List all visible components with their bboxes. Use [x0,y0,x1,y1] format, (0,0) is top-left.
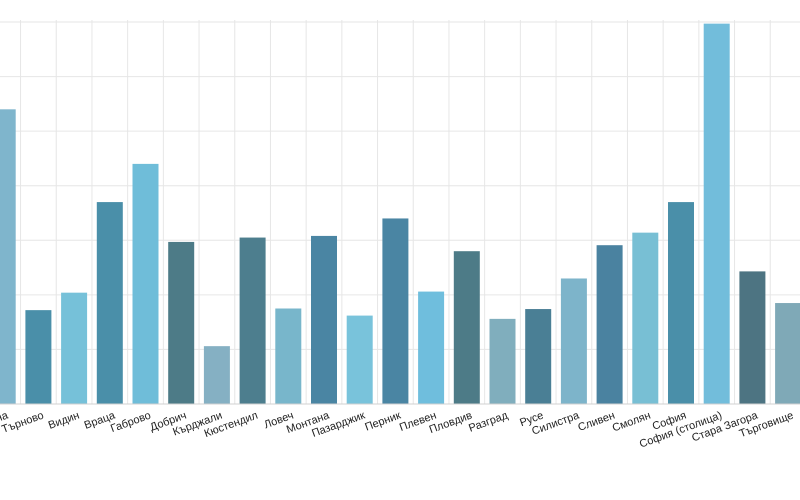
bar [132,163,159,404]
x-tick-label: Смолян [611,410,653,435]
bar [632,232,659,404]
bar [168,241,195,404]
bar [96,202,123,404]
x-tick-label: Разград [467,409,510,434]
bar [382,218,409,404]
bar [596,245,623,404]
bar [275,308,302,404]
x-tick-label: Габрово [109,410,152,436]
bars [0,23,800,405]
bar [489,318,516,404]
x-tick-labels: БлагоевградВарнаВелико ТърновоВидинВраца… [0,409,795,450]
bar [239,237,266,404]
bar [560,278,587,404]
bar [775,303,800,404]
bar [25,310,52,404]
bar [453,251,480,404]
x-tick-label: Перник [363,409,402,433]
bar [418,291,445,404]
bar [668,202,694,404]
bar [0,109,16,405]
x-tick-label: Видин [47,410,81,432]
bar [346,315,373,404]
bar [311,235,337,404]
bar [525,309,552,404]
bar [203,346,230,404]
bar [739,271,766,404]
x-tick-label: Сливен [576,410,616,434]
x-tick-label: Варна [0,409,11,431]
bar [61,292,88,404]
bar [703,23,730,404]
